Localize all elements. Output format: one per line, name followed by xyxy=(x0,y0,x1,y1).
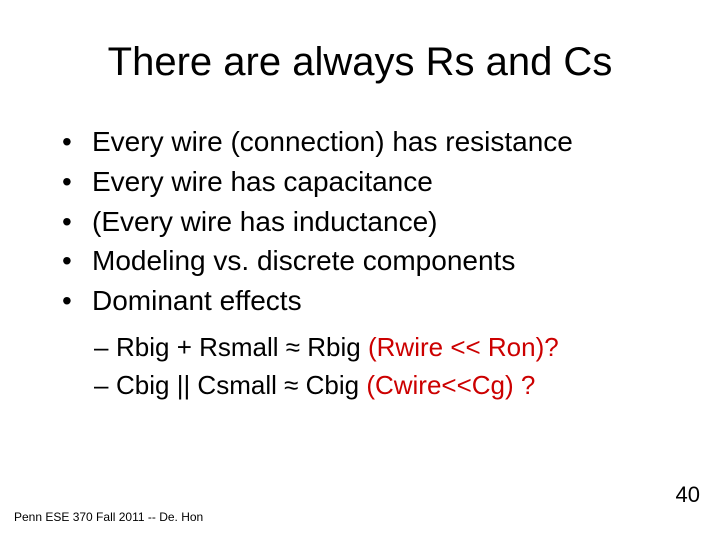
sub-bullet-list: Rbig + Rsmall ≈ Rbig (Rwire << Ron)? Cbi… xyxy=(56,330,664,404)
bullet-list: Every wire (connection) has resistance E… xyxy=(56,123,664,320)
bullet-item: (Every wire has inductance) xyxy=(62,203,664,241)
bullet-item: Every wire (connection) has resistance xyxy=(62,123,664,161)
bullet-item: Dominant effects xyxy=(62,282,664,320)
sub-bullet-item: Cbig || Csmall ≈ Cbig (Cwire<<Cg) ? xyxy=(94,368,664,404)
sub-bullet-prefix: Cbig || Csmall ≈ Cbig xyxy=(116,370,359,400)
slide-title: There are always Rs and Cs xyxy=(56,40,664,85)
spacer xyxy=(361,332,368,362)
bullet-item: Every wire has capacitance xyxy=(62,163,664,201)
sub-bullet-prefix: Rbig + Rsmall ≈ Rbig xyxy=(116,332,361,362)
sub-bullet-red: (Cwire<<Cg) ? xyxy=(366,370,535,400)
sub-bullet-item: Rbig + Rsmall ≈ Rbig (Rwire << Ron)? xyxy=(94,330,664,366)
slide: There are always Rs and Cs Every wire (c… xyxy=(0,0,720,540)
bullet-item: Modeling vs. discrete components xyxy=(62,242,664,280)
page-number: 40 xyxy=(676,482,700,508)
slide-footer: Penn ESE 370 Fall 2011 -- De. Hon xyxy=(14,510,203,524)
sub-bullet-red: (Rwire << Ron)? xyxy=(368,332,559,362)
